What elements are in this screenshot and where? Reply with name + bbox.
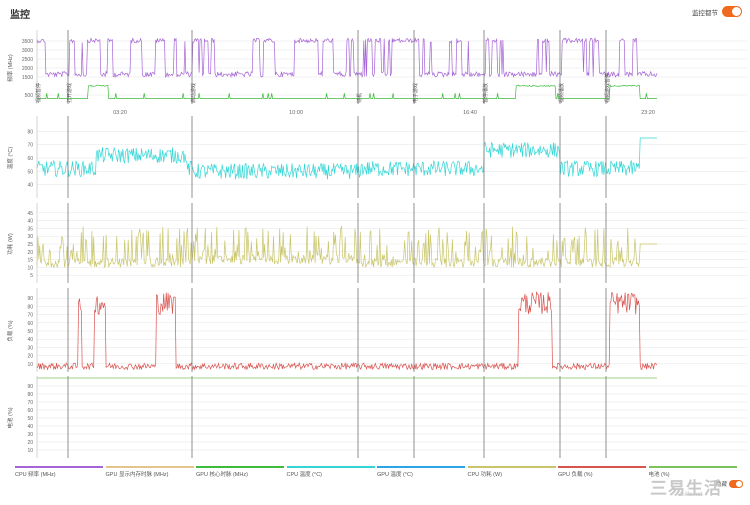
y-tick-label: 60 [27, 156, 33, 162]
event-marker-label: 启动游戏 [190, 83, 197, 103]
page-title: 监控 [10, 10, 30, 21]
x-tick-label: 23:20 [641, 110, 655, 116]
y-tick-label: 3500 [22, 39, 33, 45]
y-tick-label: 40 [27, 424, 33, 430]
chart-legend: CPU 频率 (MHz) GPU 显示内存时脉 (MHz) GPU 核心时脉 (MH… [15, 466, 740, 480]
y-axis-label: 电池 (%) [6, 407, 14, 428]
legend-toggle[interactable]: 隐藏 [716, 480, 744, 488]
y-tick-label: 40 [27, 183, 33, 189]
y-tick-label: 60 [27, 408, 33, 414]
legend-item[interactable]: GPU 核心时脉 (MHz) [196, 466, 284, 480]
x-tick-label: 03:20 [113, 110, 127, 116]
y-tick-label: 50 [27, 169, 33, 175]
series-line-gpu_core [37, 83, 657, 99]
legend-label: GPU 负载 (%) [558, 472, 593, 478]
y-tick-label: 20 [27, 250, 33, 256]
y-tick-label: 2000 [22, 66, 33, 72]
x-tick-label: 16:40 [463, 110, 477, 116]
legend-swatch [558, 466, 646, 468]
y-axis-label: 负载 (%) [6, 320, 14, 341]
legend-item[interactable]: CPU 温度 (°C) [286, 466, 375, 480]
legend-swatch [648, 466, 737, 468]
legend-label: CPU 功耗 (W) [467, 472, 503, 478]
y-tick-label: 20 [27, 440, 33, 446]
y-tick-label: 90 [27, 296, 33, 302]
legend-label: GPU 温度 (°C) [377, 472, 413, 478]
y-tick-label: 45 [27, 211, 33, 217]
y-tick-label: 80 [27, 392, 33, 398]
watermark-sub: 3elife.net [678, 492, 703, 498]
legend-swatch [105, 466, 194, 468]
y-axis-label: 温度 (°C) [6, 147, 14, 170]
event-marker-label: 视频播放 [558, 83, 565, 103]
y-tick-label: 30 [27, 234, 33, 240]
sync-label: 监控都节 [692, 9, 718, 17]
y-tick-label: 70 [27, 400, 33, 406]
legend-item[interactable]: GPU 温度 (°C) [377, 466, 465, 480]
y-tick-label: 30 [27, 345, 33, 351]
y-tick-label: 2500 [22, 57, 33, 63]
y-tick-label: 50 [27, 416, 33, 422]
y-tick-label: 500 [25, 93, 34, 99]
x-tick-label: 10:00 [289, 110, 303, 116]
y-axis-label: 功耗 (W) [6, 233, 14, 255]
y-tick-label: 60 [27, 321, 33, 327]
y-tick-label: 80 [27, 304, 33, 310]
legend-swatch [467, 466, 556, 468]
sync-control[interactable]: 监控都节 [692, 6, 742, 17]
legend-label: 电池 (%) [648, 472, 670, 478]
y-axis-label: 频率 (MHz) [6, 54, 14, 82]
legend-item[interactable]: GPU 负载 (%) [558, 466, 646, 480]
event-marker-label: 电子游戏 [412, 83, 419, 103]
series-line-gpu_load [36, 291, 658, 371]
y-tick-label: 10 [27, 362, 33, 368]
event-marker-label: 视频暂停 [35, 83, 42, 103]
event-marker-label: 打开游戏 [66, 83, 73, 103]
title-bar: 监控 监控都节 [0, 0, 750, 22]
y-tick-label: 25 [27, 242, 33, 248]
legend-item[interactable]: CPU 功耗 (W) [467, 466, 556, 480]
legend-swatch [15, 466, 103, 468]
event-marker-label: 暂停播放 [482, 83, 489, 103]
y-tick-label: 15 [27, 258, 33, 264]
y-tick-label: 40 [27, 337, 33, 343]
legend-swatch [196, 466, 284, 468]
y-tick-label: 30 [27, 432, 33, 438]
legend-toggle-switch[interactable] [729, 480, 744, 488]
legend-toggle-label: 隐藏 [716, 482, 728, 488]
event-marker-label: 待机 [356, 93, 363, 103]
y-tick-label: 80 [27, 129, 33, 135]
legend-item[interactable]: GPU 显示内存时脉 (MHz) [105, 466, 194, 480]
sync-toggle[interactable] [722, 6, 742, 17]
y-tick-label: 35 [27, 226, 33, 232]
event-marker-label: 视频游戏暂停 [604, 73, 611, 103]
y-tick-label: 40 [27, 219, 33, 225]
series-line-cpu_power [36, 225, 657, 269]
legend-item[interactable]: CPU 频率 (MHz) [15, 466, 103, 480]
series-line-cpu_freq [36, 37, 658, 79]
legend-label: CPU 频率 (MHz) [15, 472, 56, 478]
y-tick-label: 10 [27, 265, 33, 271]
y-tick-label: 5 [30, 273, 33, 279]
y-tick-label: 10 [27, 448, 33, 454]
y-tick-label: 20 [27, 354, 33, 360]
legend-label: GPU 显示内存时脉 (MHz) [105, 472, 169, 478]
legend-item[interactable]: 电池 (%) [648, 466, 737, 480]
legend-swatch [377, 466, 465, 468]
legend-label: CPU 温度 (°C) [286, 472, 323, 478]
series-line-cpu_temp [36, 137, 657, 180]
legend-swatch [286, 466, 375, 468]
y-tick-label: 3000 [22, 48, 33, 54]
y-tick-label: 1500 [22, 75, 33, 81]
y-tick-label: 50 [27, 329, 33, 335]
y-tick-label: 70 [27, 143, 33, 149]
y-tick-label: 70 [27, 313, 33, 319]
legend-label: GPU 核心时脉 (MHz) [196, 472, 248, 478]
watermark: 三易生活 [650, 479, 722, 498]
y-tick-label: 90 [27, 384, 33, 390]
